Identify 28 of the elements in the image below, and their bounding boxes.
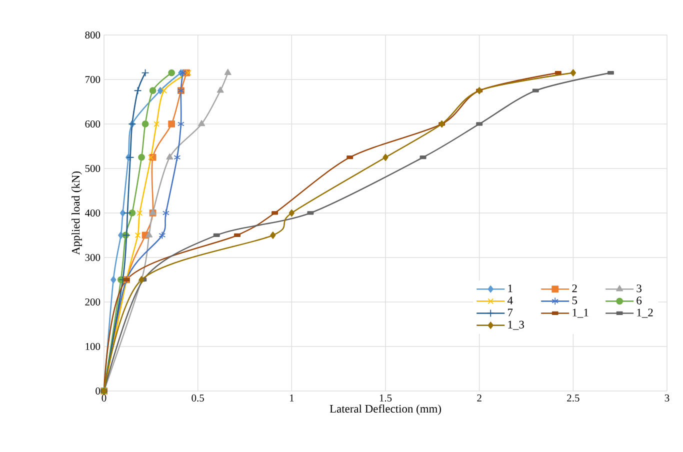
y-tick-label: 400 [85,209,100,217]
x-tick-label: 3 [664,394,670,402]
x-tick-label: 1 [290,394,294,402]
legend-label: 3 [636,284,642,292]
legend-label: 1_2 [637,308,653,318]
y-tick-label: 0 [96,387,100,395]
x-tick-label: 2 [477,394,482,402]
x-tick-label: 1.5 [380,394,392,402]
legend-label: 1_1 [572,308,588,318]
legend-label: 2 [572,284,577,292]
y-tick-label: 700 [85,76,100,84]
x-axis-title: Lateral Deflection (mm) [330,404,442,415]
x-tick-label: 2.5 [567,394,580,402]
y-tick-label: 100 [86,342,100,350]
y-tick-label: 600 [85,120,100,128]
y-tick-label: 500 [85,164,100,172]
legend-label: 1_3 [508,320,524,330]
x-tick-label: 0 [102,394,106,402]
legend-label: 4 [507,296,513,304]
y-tick-label: 800 [85,31,100,39]
y-tick-label: 300 [85,254,100,262]
y-axis-title: Applied load (kN) [72,171,82,255]
legend-label: 7 [508,308,513,316]
legend-label: 6 [636,296,642,304]
x-tick-label: 0.5 [192,394,204,402]
legend-label: 5 [572,296,578,304]
y-tick-label: 200 [85,298,100,306]
legend-label: 1 [508,284,512,292]
